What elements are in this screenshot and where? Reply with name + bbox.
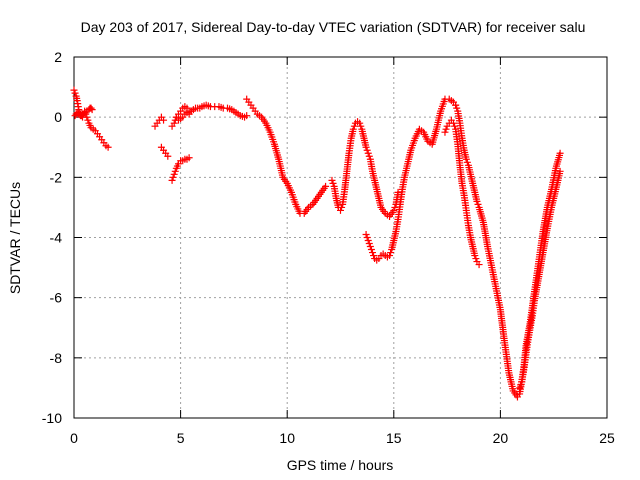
data-point <box>556 149 564 157</box>
data-point <box>170 119 178 127</box>
data-point <box>367 246 375 254</box>
data-point <box>452 101 460 109</box>
data-point <box>104 143 112 151</box>
data-point <box>441 128 449 136</box>
series-arc1b <box>71 104 96 120</box>
y-tick-label: -8 <box>50 350 63 366</box>
data-point <box>386 252 394 260</box>
y-tick-label: -4 <box>50 230 63 246</box>
y-tick-label: -2 <box>50 169 63 185</box>
y-axis-label: SDTVAR / TECUs <box>7 182 23 294</box>
chart-title: Day 203 of 2017, Sidereal Day-to-day VTE… <box>81 19 586 35</box>
data-point <box>474 200 482 208</box>
data-point <box>364 149 372 157</box>
data-point <box>338 203 346 211</box>
data-point <box>328 176 336 184</box>
data-point <box>84 116 92 124</box>
data-point <box>370 252 378 260</box>
x-tick-label: 10 <box>279 430 295 446</box>
data-point <box>70 86 78 94</box>
data-point <box>475 261 483 269</box>
x-tick-label: 0 <box>70 430 78 446</box>
series-arc2b <box>157 143 172 160</box>
data-point <box>453 104 461 112</box>
y-tick-label: 0 <box>54 109 62 125</box>
y-tick-label: -10 <box>42 410 62 426</box>
series-arc3c <box>172 107 195 124</box>
data-point <box>366 243 374 251</box>
data-points <box>70 86 564 401</box>
data-point <box>329 179 337 187</box>
data-point <box>365 240 373 248</box>
axis-ticks: 0 5 10 15 20 25 -10 -8 -6 -4 -2 0 2 <box>42 49 615 446</box>
data-point <box>322 182 330 190</box>
data-point <box>349 125 357 133</box>
data-point <box>169 173 177 181</box>
data-point <box>471 252 479 260</box>
data-point <box>185 154 193 162</box>
data-point <box>171 167 179 175</box>
grid-lines <box>74 57 607 418</box>
data-point <box>473 197 481 205</box>
data-point <box>357 122 365 130</box>
x-tick-label: 20 <box>493 430 509 446</box>
series-arc5 <box>328 118 402 220</box>
x-tick-label: 15 <box>386 430 402 446</box>
data-point <box>363 146 371 154</box>
data-point <box>73 109 81 117</box>
data-point <box>516 384 524 392</box>
x-axis-label: GPS time / hours <box>287 457 394 473</box>
data-point <box>449 119 457 127</box>
data-point <box>168 176 176 184</box>
data-point <box>368 249 376 257</box>
data-point <box>463 158 471 166</box>
data-point <box>387 249 395 257</box>
series-arc8 <box>452 101 564 401</box>
data-point <box>472 255 480 263</box>
data-point <box>462 155 470 163</box>
series-arc2a <box>151 113 168 130</box>
data-point <box>356 119 364 127</box>
data-point <box>337 206 344 214</box>
series-arc7 <box>441 116 483 269</box>
series-arc3a <box>168 154 193 184</box>
data-point <box>362 143 370 151</box>
data-point <box>243 112 251 120</box>
data-point <box>365 152 373 160</box>
data-point <box>442 125 450 133</box>
data-point <box>88 106 96 114</box>
x-tick-label: 25 <box>599 430 615 446</box>
data-point <box>71 89 79 97</box>
series-arc6 <box>362 95 460 264</box>
data-point <box>363 234 371 241</box>
data-point <box>390 206 398 214</box>
data-point <box>164 152 172 160</box>
data-point <box>362 230 370 238</box>
data-point <box>364 237 372 245</box>
x-tick-label: 5 <box>177 430 185 446</box>
series-arc4 <box>243 95 330 217</box>
data-point <box>556 167 564 175</box>
data-point <box>87 104 95 112</box>
data-point <box>170 170 178 178</box>
data-point <box>160 116 168 124</box>
data-point <box>187 107 195 115</box>
data-point <box>83 113 91 121</box>
series-arc1 <box>70 86 112 151</box>
y-tick-label: -6 <box>50 290 63 306</box>
y-tick-label: 2 <box>54 49 62 65</box>
data-point <box>350 122 358 130</box>
series-arc9 <box>516 167 564 392</box>
data-point <box>517 381 525 389</box>
